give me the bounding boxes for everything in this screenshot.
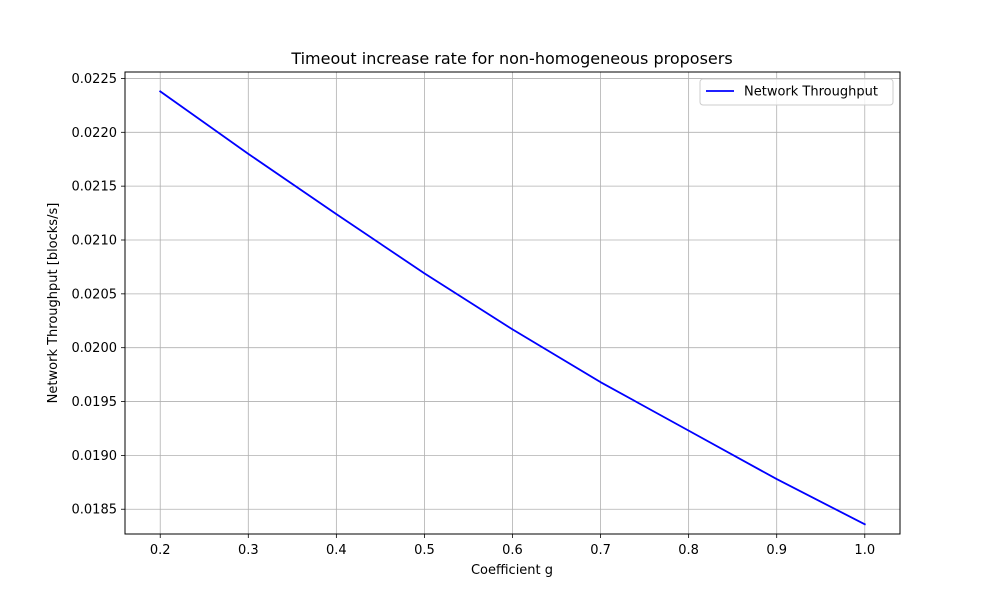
x-axis: 0.2 0.3 0.4 0.5 0.6 0.7 0.8 0.9 1.0 [150, 534, 875, 558]
y-tick-label: 0.0190 [72, 449, 118, 464]
y-tick-label: 0.0210 [72, 234, 118, 249]
y-tick-label: 0.0195 [72, 395, 118, 410]
x-tick-label: 0.9 [766, 543, 787, 558]
y-tick-label: 0.0200 [72, 341, 118, 356]
y-tick-label: 0.0205 [72, 287, 118, 302]
legend: Network Throughput [699, 78, 894, 106]
legend-label: Network Throughput [744, 85, 878, 100]
y-axis-label: Network Throughput [blocks/s] [46, 203, 61, 404]
series-layer [158, 90, 866, 526]
y-tick-label: 0.0185 [72, 503, 118, 518]
x-tick-label: 0.3 [238, 543, 259, 558]
y-tick-label: 0.0215 [72, 180, 118, 195]
grid-lines [125, 72, 900, 534]
y-tick-label: 0.0220 [72, 126, 118, 141]
x-tick-label: 0.4 [326, 543, 347, 558]
y-axis: 0.0185 0.0190 0.0195 0.0200 0.0205 0.0210 0.02… [72, 72, 125, 518]
y-tick-label: 0.0225 [72, 72, 118, 87]
x-tick-label: 0.8 [678, 543, 699, 558]
x-tick-label: 0.6 [502, 543, 523, 558]
chart-title: Timeout increase rate for non-homogeneou… [290, 49, 732, 68]
x-tick-label: 0.7 [590, 543, 611, 558]
series-line [158, 90, 866, 526]
legend-box [699, 78, 894, 106]
x-tick-label: 1.0 [854, 543, 875, 558]
x-tick-label: 0.2 [150, 543, 171, 558]
x-tick-label: 0.5 [414, 543, 435, 558]
x-axis-label: Coefficient g [471, 563, 553, 578]
